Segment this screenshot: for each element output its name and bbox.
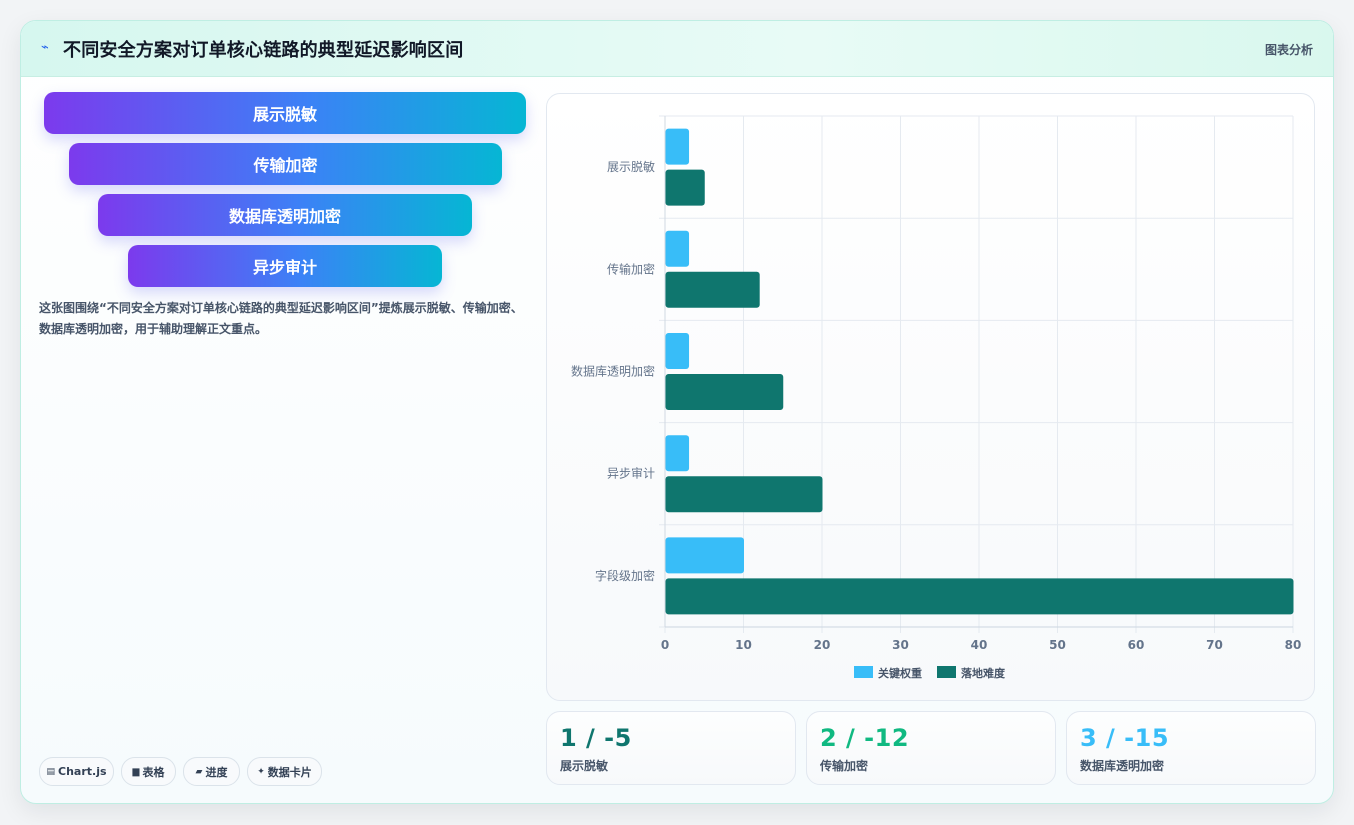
y-tick-label: 数据库透明加密 — [571, 364, 655, 379]
stat-label: 展示脱敏 — [560, 759, 609, 773]
card-header: ⌁ 不同安全方案对订单核心链路的典型延迟影响区间 图表分析 — [21, 21, 1333, 77]
progress-icon: ▰ — [195, 766, 203, 777]
funnel-step-3: 数据库透明加密 — [98, 194, 472, 236]
legend-swatch — [854, 666, 873, 678]
stat-card-2: 2 / -12 传输加密 — [806, 711, 1056, 785]
lightning-icon: ⌁ — [41, 40, 49, 55]
chip-data-card[interactable]: ✦ 数据卡片 — [247, 757, 322, 786]
funnel-step-4: 异步审计 — [128, 245, 442, 287]
chart-description: 这张图围绕“不同安全方案对订单核心链路的典型延迟影响区间”提炼展示脱敏、传输加密… — [39, 301, 523, 336]
chip-label: Chart.js — [58, 765, 107, 778]
y-tick-label: 异步审计 — [607, 466, 655, 481]
bar-weight — [665, 128, 690, 165]
bar-weight — [665, 333, 690, 369]
bar-weight — [665, 435, 690, 472]
page-title: 不同安全方案对订单核心链路的典型延迟影响区间 — [63, 40, 464, 61]
x-tick-label: 50 — [1049, 638, 1066, 652]
stat-value: 3 / -15 — [1080, 724, 1170, 752]
chart-panel: 展示脱敏传输加密数据库透明加密异步审计字段级加密 0 10 20 30 40 50 60 70 8… — [546, 93, 1315, 701]
bar-difficulty — [665, 476, 823, 513]
chart-icon: ▤ — [46, 766, 55, 777]
bar-weight — [665, 230, 690, 267]
x-tick-label: 80 — [1285, 638, 1302, 652]
stat-label: 数据库透明加密 — [1080, 759, 1165, 773]
bar-difficulty — [665, 271, 760, 308]
stat-value: 1 / -5 — [560, 724, 632, 752]
chip-chartjs[interactable]: ▤ Chart.js — [39, 757, 114, 786]
stat-card-3: 3 / -15 数据库透明加密 — [1066, 711, 1316, 785]
chip-label: 表格 — [142, 765, 165, 779]
funnel-step-2: 传输加密 — [69, 143, 502, 185]
x-tick-label: 20 — [814, 638, 831, 652]
stat-value: 2 / -12 — [820, 724, 910, 752]
x-tick-label: 0 — [661, 638, 669, 652]
y-tick-label: 传输加密 — [607, 261, 655, 276]
chart-card: ⌁ 不同安全方案对订单核心链路的典型延迟影响区间 图表分析 展示脱敏 传输加密 … — [20, 20, 1334, 804]
x-tick-label: 30 — [892, 638, 909, 652]
chart-analysis-tag: 图表分析 — [1264, 43, 1313, 57]
bar-difficulty — [665, 169, 705, 206]
stat-label: 传输加密 — [820, 759, 869, 773]
y-tick-label: 展示脱敏 — [607, 159, 655, 174]
sparkle-icon: ✦ — [257, 766, 265, 777]
legend-swatch — [937, 666, 956, 678]
legend-label: 关键权重 — [878, 666, 922, 680]
x-tick-label: 60 — [1128, 638, 1145, 652]
bar-difficulty — [665, 578, 1294, 615]
chip-progress[interactable]: ▰ 进度 — [183, 757, 240, 786]
x-tick-label: 70 — [1206, 638, 1223, 652]
chip-table[interactable]: ▆ 表格 — [121, 757, 176, 786]
funnel-step-1: 展示脱敏 — [44, 92, 526, 134]
bar-difficulty — [665, 374, 784, 410]
x-tick-label: 10 — [735, 638, 752, 652]
chip-label: 数据卡片 — [267, 765, 312, 779]
table-icon: ▆ — [132, 766, 140, 777]
chip-label: 进度 — [205, 765, 228, 779]
stat-card-1: 1 / -5 展示脱敏 — [546, 711, 796, 785]
bar-weight — [665, 537, 744, 574]
y-tick-label: 字段级加密 — [595, 568, 655, 583]
legend-label: 落地难度 — [961, 666, 1006, 680]
x-tick-label: 40 — [971, 638, 988, 652]
